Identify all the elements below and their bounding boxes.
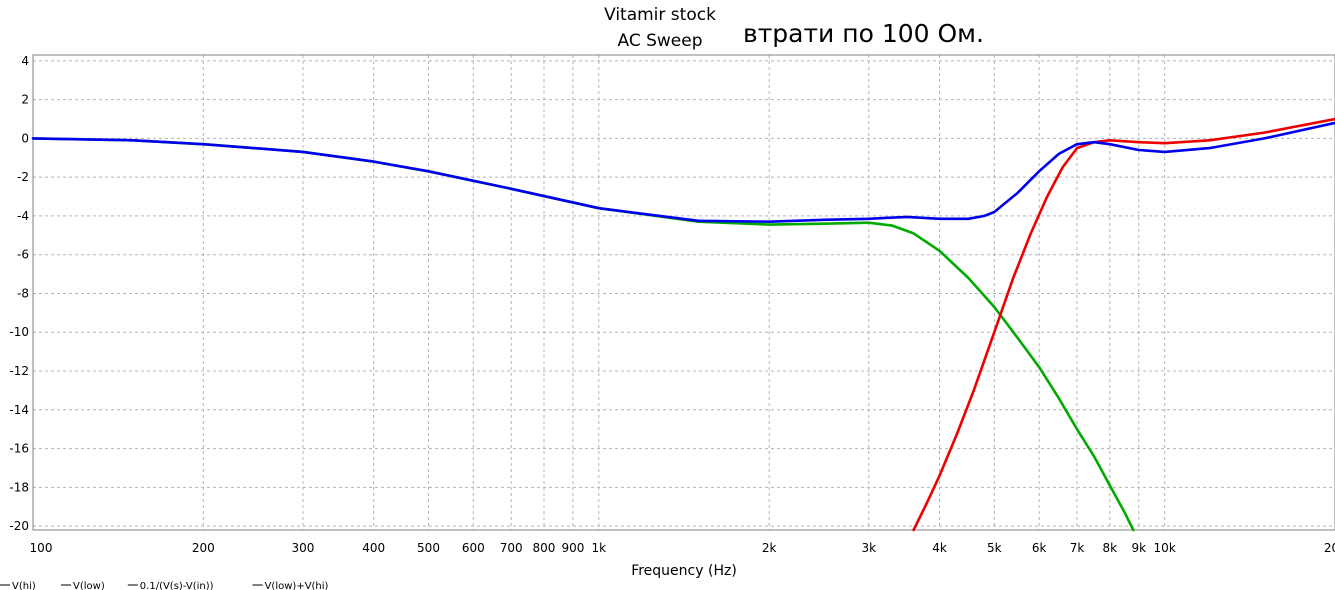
x-tick-label: 9k xyxy=(1131,541,1146,555)
chart-title: Vitamir stock xyxy=(604,5,716,25)
legend-entry: V(hi) xyxy=(0,581,36,590)
x-tick-label: 500 xyxy=(417,541,440,555)
y-tick-label: -8 xyxy=(17,286,29,300)
legend-label: V(low)+V(hi) xyxy=(265,581,329,590)
plot-frame xyxy=(32,54,1335,531)
x-tick-label: 2k xyxy=(762,541,777,555)
x-tick-label: 400 xyxy=(362,541,385,555)
y-tick-labels: 4 2 0 -2 -4 -6 -8 -10 -12 -14 -16 -18 -20 xyxy=(9,54,29,533)
series-layer xyxy=(31,117,1335,532)
legend-label: V(low) xyxy=(73,581,105,590)
legend-label: 0.1/(V(s)-V(in)) xyxy=(140,581,214,590)
y-tick-label: -12 xyxy=(9,364,29,378)
y-tick-label: -20 xyxy=(9,519,29,533)
x-tick-label: 200 xyxy=(192,541,215,555)
series-line-v-hi- xyxy=(912,117,1335,532)
legend: V(hi) V(low) 0.1/(V(s)-V(in)) V(low)+V(hi) xyxy=(0,581,329,590)
chart-annotation: втрати по 100 Ом. xyxy=(743,19,984,48)
chart-subtitle: AC Sweep xyxy=(617,31,702,51)
x-tick-label: 800 xyxy=(533,541,556,555)
legend-entry: V(low) xyxy=(61,581,105,590)
x-tick-label: 6k xyxy=(1032,541,1047,555)
x-tick-label: 600 xyxy=(462,541,485,555)
y-tick-label: -2 xyxy=(17,170,29,184)
x-tick-label: 20k xyxy=(1324,541,1335,555)
x-tick-label: 10k xyxy=(1154,541,1176,555)
x-tick-label: 300 xyxy=(292,541,315,555)
y-tick-label: -16 xyxy=(9,442,29,456)
x-tick-label: 4k xyxy=(932,541,947,555)
legend-entry: V(low)+V(hi) xyxy=(252,581,329,590)
grid-lines xyxy=(33,55,1335,530)
x-tick-label: 900 xyxy=(561,541,584,555)
y-tick-label: 4 xyxy=(21,54,29,68)
x-tick-label: 7k xyxy=(1070,541,1085,555)
x-tick-label: 1k xyxy=(592,541,607,555)
x-tick-label: 700 xyxy=(500,541,523,555)
x-tick-label: 5k xyxy=(987,541,1002,555)
x-tick-label: 100 xyxy=(30,541,53,555)
y-tick-label: -10 xyxy=(9,325,29,339)
x-tick-labels: 100 200 300 400 500 600 700 800 900 1k 2k 3k 4k 5k 6k 7… xyxy=(30,541,1335,555)
y-tick-label: 2 xyxy=(21,93,29,107)
y-tick-label: -18 xyxy=(9,480,29,494)
series-line-v-low- xyxy=(31,137,1135,532)
series-line-v-low-v-hi- xyxy=(31,121,1335,223)
legend-entry: 0.1/(V(s)-V(in)) xyxy=(127,581,214,590)
y-tick-label: -4 xyxy=(17,209,29,223)
x-tick-label: 3k xyxy=(862,541,877,555)
x-axis-label: Frequency (Hz) xyxy=(631,563,737,579)
y-tick-label: -14 xyxy=(9,403,29,417)
legend-label: V(hi) xyxy=(12,581,36,590)
y-tick-label: 0 xyxy=(21,131,29,145)
x-tick-label: 8k xyxy=(1103,541,1118,555)
y-tick-label: -6 xyxy=(17,248,29,262)
